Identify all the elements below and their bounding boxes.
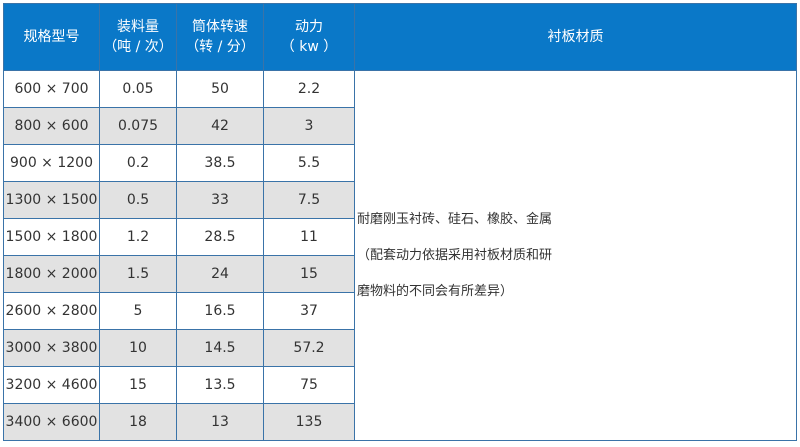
header-text: 动力 [295, 19, 323, 35]
table-cell: 16.5 [176, 292, 264, 330]
table-cell: 75 [263, 366, 355, 404]
table-cell: 0.05 [99, 70, 177, 108]
table-cell: 38.5 [176, 144, 264, 182]
spec-table: 规格型号 装料量 （吨 / 次） 筒体转速 （转 / 分） 动力 （ kw ） 衬板材质 60… [3, 3, 797, 441]
table-cell: 3200 × 4600 [3, 366, 100, 404]
header-row: 规格型号 装料量 （吨 / 次） 筒体转速 （转 / 分） 动力 （ kw ） 衬板材质 [3, 3, 797, 71]
table-cell: 11 [263, 218, 355, 256]
table-row: 3200 × 4600 15 13.5 75 [3, 366, 797, 404]
table-cell: 1300 × 1500 [3, 181, 100, 219]
table-cell: 3000 × 3800 [3, 329, 100, 367]
table-cell: 13 [176, 403, 264, 441]
header-text: 装料量 [117, 19, 159, 35]
table-cell: 50 [176, 70, 264, 108]
table-row: 1500 × 1800 1.2 28.5 11 [3, 218, 797, 256]
table-cell: 57.2 [263, 329, 355, 367]
header-text: 筒体转速 [192, 19, 248, 35]
table-cell: 10 [99, 329, 177, 367]
table-cell: 1500 × 1800 [3, 218, 100, 256]
table-row: 3400 × 6600 18 13 135 [3, 403, 797, 441]
table-cell: 0.2 [99, 144, 177, 182]
table-cell: 3 [263, 107, 355, 145]
column-header: 动力 （ kw ） [263, 3, 355, 71]
table-cell: 2600 × 2800 [3, 292, 100, 330]
table-cell: 13.5 [176, 366, 264, 404]
table-cell: 18 [99, 403, 177, 441]
table-row: 1300 × 1500 0.5 33 7.5 [3, 181, 797, 219]
note-line: 耐磨刚玉衬砖、硅石、橡胶、金属 [357, 211, 553, 227]
table-row: 1800 × 2000 1.5 24 15 [3, 255, 797, 293]
table-cell: 2.2 [263, 70, 355, 108]
column-header: 衬板材质 [354, 3, 797, 71]
header-text: （吨 / 次） [103, 39, 173, 55]
table-cell: 14.5 [176, 329, 264, 367]
header-text: （转 / 分） [185, 39, 255, 55]
header-text: 规格型号 [23, 29, 80, 45]
table-cell: 5.5 [263, 144, 355, 182]
table-cell: 33 [176, 181, 264, 219]
lining-material-note: 耐磨刚玉衬砖、硅石、橡胶、金属 （配套动力依据采用衬板材质和研 磨物料的不同会有所差… [354, 70, 797, 441]
table-cell: 28.5 [176, 218, 264, 256]
table-cell: 1800 × 2000 [3, 255, 100, 293]
header-text: （ kw ） [280, 39, 338, 55]
table-row: 800 × 600 0.075 42 3 [3, 107, 797, 145]
column-header: 装料量 （吨 / 次） [99, 3, 177, 71]
table-cell: 7.5 [263, 181, 355, 219]
table-cell: 15 [99, 366, 177, 404]
table-cell: 15 [263, 255, 355, 293]
table-cell: 900 × 1200 [3, 144, 100, 182]
table-cell: 135 [263, 403, 355, 441]
table-cell: 24 [176, 255, 264, 293]
table-cell: 37 [263, 292, 355, 330]
table-cell: 0.075 [99, 107, 177, 145]
table-cell: 600 × 700 [3, 70, 100, 108]
table-cell: 1.2 [99, 218, 177, 256]
column-header: 筒体转速 （转 / 分） [176, 3, 264, 71]
note-line: （配套动力依据采用衬板材质和研 [357, 247, 553, 263]
table-row: 900 × 1200 0.2 38.5 5.5 [3, 144, 797, 182]
note-line: 磨物料的不同会有所差异） [357, 283, 514, 299]
table-cell: 42 [176, 107, 264, 145]
table-cell: 1.5 [99, 255, 177, 293]
table-cell: 800 × 600 [3, 107, 100, 145]
table-cell: 0.5 [99, 181, 177, 219]
table-row: 600 × 700 0.05 50 2.2 耐磨刚玉衬砖、硅石、橡胶、金属 （配套动力依据… [3, 70, 797, 441]
table-cell: 5 [99, 292, 177, 330]
column-header: 规格型号 [3, 3, 100, 71]
header-text: 衬板材质 [547, 29, 604, 45]
table-row: 3000 × 3800 10 14.5 57.2 [3, 329, 797, 367]
table-cell: 3400 × 6600 [3, 403, 100, 441]
